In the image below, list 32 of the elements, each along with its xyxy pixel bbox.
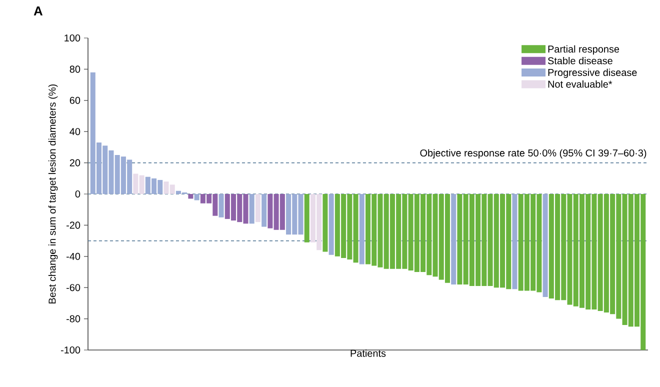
- bar: [255, 194, 260, 222]
- bar: [194, 194, 200, 200]
- bar: [542, 194, 548, 297]
- y-tick-label: 20: [70, 159, 80, 166]
- y-tick-label: -40: [66, 252, 80, 260]
- y-tick-label: -80: [66, 315, 80, 322]
- legend-label: Stable disease: [548, 57, 612, 64]
- legend-label: Progressive disease: [548, 68, 637, 78]
- bar: [218, 194, 224, 218]
- x-axis-title: Patients: [350, 350, 386, 357]
- y-tick-label: -60: [66, 284, 80, 292]
- bar: [262, 194, 267, 227]
- y-tick-label: 80: [70, 66, 80, 73]
- y-tick-label: 100: [64, 34, 80, 42]
- bar: [304, 194, 310, 242]
- y-tick-label: -100: [60, 346, 80, 354]
- bar: [512, 194, 518, 290]
- y-axis-title: Best change in sum of target lesion diameters (%): [48, 84, 58, 304]
- bar: [188, 194, 194, 199]
- y-tick-label: 40: [70, 128, 80, 136]
- y-tick-label: 0: [75, 190, 80, 198]
- y-tick-label: 60: [70, 96, 80, 104]
- y-tick-label: -20: [66, 222, 80, 229]
- annotation: Objective response rate 50·0% (95% CI 39·7–60·3): [420, 149, 646, 158]
- bar: [451, 194, 456, 284]
- bar: [328, 194, 334, 255]
- bar: [322, 194, 328, 252]
- bar: [249, 194, 254, 224]
- legend-label: Not evaluable*: [548, 80, 612, 88]
- bar: [359, 194, 364, 264]
- chart-title: A: [34, 6, 43, 16]
- legend-label: Partial response: [548, 45, 620, 55]
